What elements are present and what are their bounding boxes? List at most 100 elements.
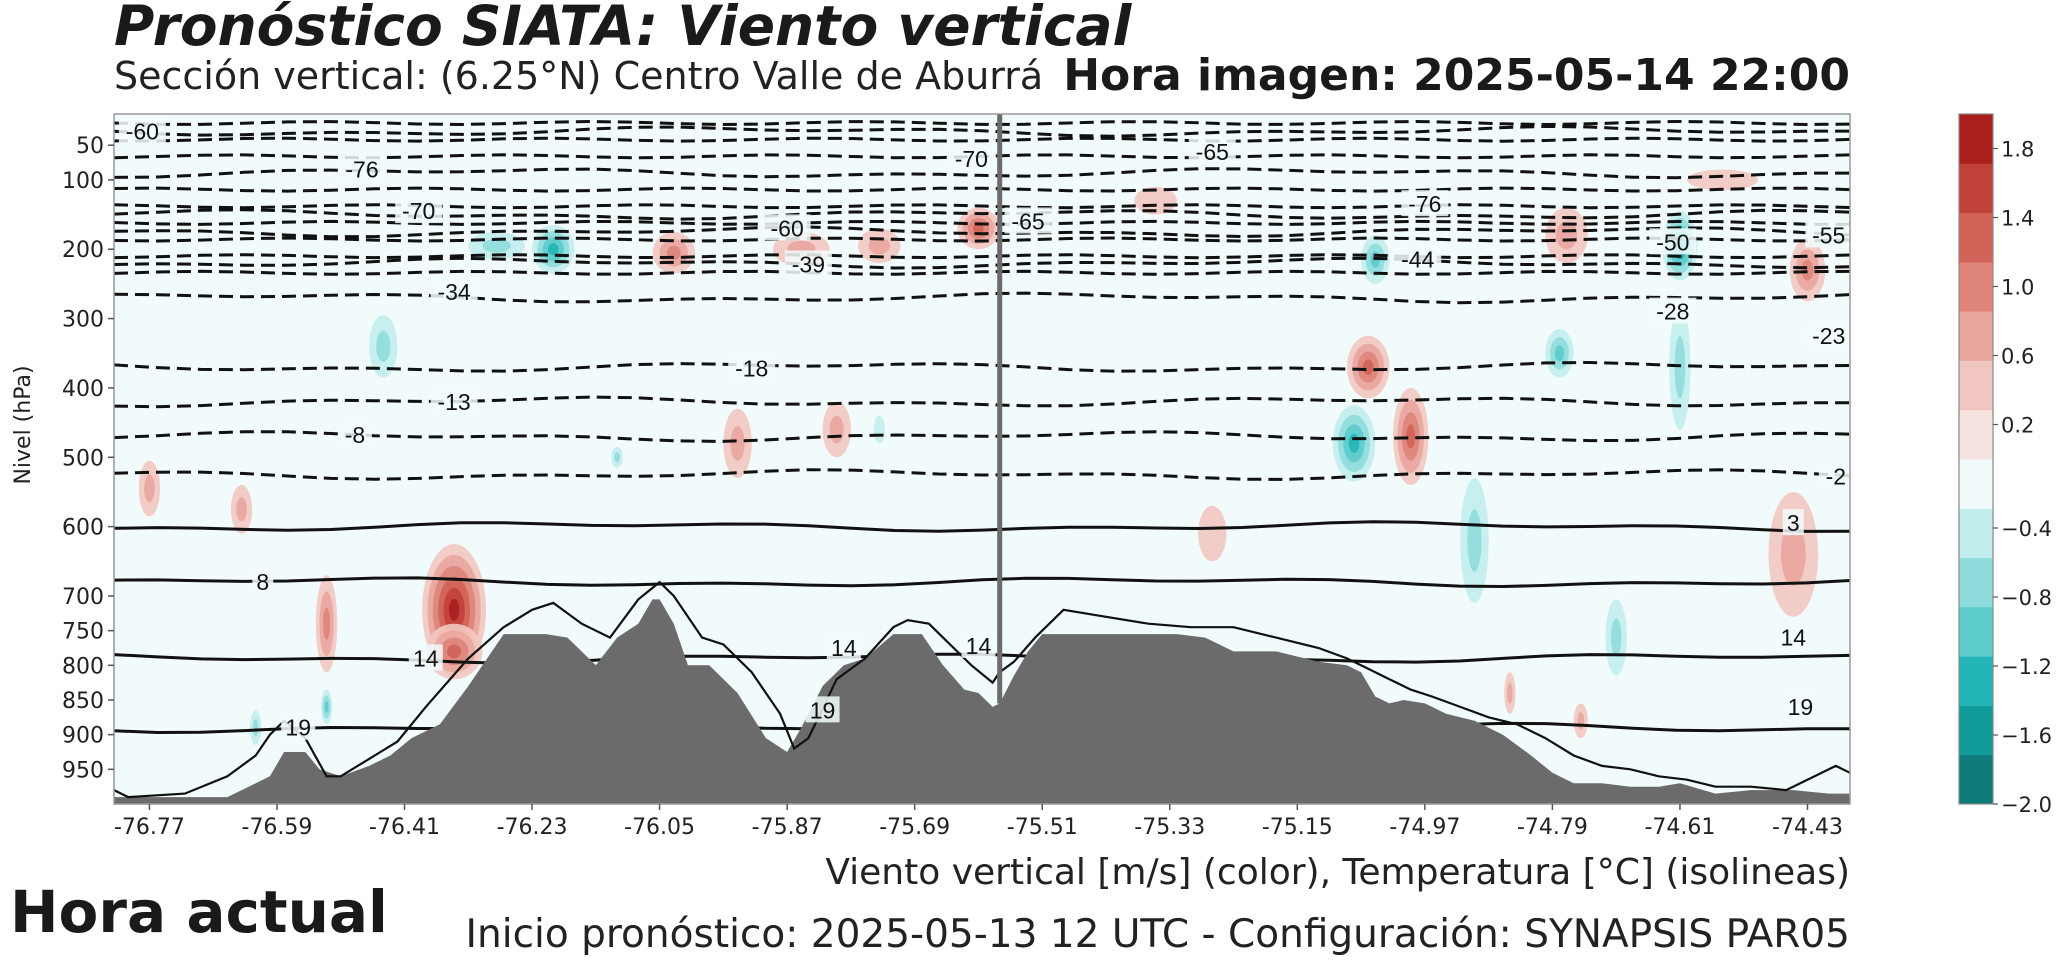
y-tick-label: 950 [62, 758, 104, 783]
isotherm-label-bg-14 [1805, 321, 1850, 348]
colorbar-segment [1959, 705, 1993, 756]
x-tick-label: -74.43 [1772, 815, 1843, 840]
isotherm-label-bg-15 [728, 354, 776, 381]
isotherm-label: -18 [735, 356, 768, 382]
colorbar-tick-label: 1.0 [2001, 276, 2034, 300]
y-tick-label: 800 [62, 654, 104, 679]
colorbar-segment [1959, 261, 1993, 312]
colorbar-tick-label: 0.6 [2001, 345, 2034, 369]
isotherm-8 [114, 576, 1850, 589]
y-axis: 50 100 200 300 400 500 600 700 750 800 850 900 950 [62, 134, 114, 783]
isotherm-upper-1 [114, 136, 1850, 143]
isotherm--60 [114, 225, 1850, 239]
isotherm--18 [114, 360, 1850, 373]
isotherm--76 [114, 167, 1850, 180]
isotherm-label-bg-12 [1394, 245, 1442, 272]
x-tick-label: -75.15 [1262, 815, 1333, 840]
chart-subtitle: Sección vertical: (6.25°N) Centro Valle … [114, 54, 1044, 98]
wind-blob-7 [548, 243, 559, 256]
wind-blob-26 [1780, 523, 1806, 586]
isotherm--2 [114, 468, 1850, 481]
wind-blob-34 [1687, 169, 1758, 191]
isotherm-label-bg-6 [1004, 207, 1052, 234]
isotherm-label-bg-21 [408, 644, 443, 671]
terrain [114, 114, 1850, 804]
chart-title: Pronóstico SIATA: Viento vertical [114, 0, 1132, 58]
colorbar-segment [1959, 606, 1993, 657]
isotherm-label-bg-26 [805, 696, 840, 723]
isotherm-label: 14 [966, 633, 992, 659]
x-tick-label: -76.77 [114, 815, 185, 840]
y-tick-label: 500 [62, 446, 104, 471]
wind-blob-9 [376, 330, 391, 362]
isotherm-label: -60 [126, 118, 159, 144]
colorbar-tick-label: −0.4 [2001, 517, 2052, 541]
colorbar-segment [1959, 212, 1993, 263]
isotherm-label-bg-11 [430, 278, 478, 305]
x-tick-label: -76.41 [369, 815, 440, 840]
x-axis: -76.77 -76.59 -76.41 -76.23 -76.05 -75.87 -75.… [114, 804, 1843, 840]
y-tick-label: 300 [62, 308, 104, 333]
isotherm-label-bg-27 [1783, 692, 1818, 719]
isotherm-label: 19 [1788, 694, 1814, 720]
isotherm-label-bg-24 [1776, 623, 1811, 650]
wind-blob-2 [323, 607, 331, 640]
isotherm-label-bg-1 [338, 155, 386, 182]
isotherm--70 [114, 208, 1850, 221]
isotherm-label: -55 [1812, 222, 1845, 248]
y-tick-label: 50 [76, 134, 104, 159]
isotherm-label: -60 [771, 215, 804, 241]
colorbar-tick-label: 0.2 [2001, 414, 2034, 438]
current-time-label: Hora actual [10, 878, 388, 946]
wind-blob-18 [1406, 424, 1416, 449]
colorbar-segment [1959, 163, 1993, 214]
wind-blob-24 [1555, 221, 1578, 250]
wind-blob-13 [973, 223, 984, 234]
colorbar-segment [1959, 557, 1993, 608]
forecast-init: Inicio pronóstico: 2025-05-13 12 UTC - C… [465, 912, 1850, 957]
colorbar-segment [1959, 409, 1993, 460]
isotherm-label: -2 [1826, 464, 1846, 490]
isotherm-label-bg-18 [1818, 462, 1850, 489]
y-tick-label: 850 [62, 689, 104, 714]
plot-frame [113, 113, 1851, 805]
isotherm-label: -23 [1812, 323, 1845, 349]
isotherm--60 [114, 124, 1850, 138]
isotherm-label-bg-0 [118, 117, 166, 144]
isotherm-label: -28 [1656, 299, 1689, 325]
colorbar-segment [1959, 114, 1993, 164]
isotherms [114, 119, 1850, 735]
x-tick-label: -74.97 [1389, 815, 1460, 840]
y-tick-label: 900 [62, 724, 104, 749]
wind-blob-27 [1467, 509, 1482, 572]
wind-blob-32 [873, 415, 885, 444]
isotherm-label: -76 [345, 156, 378, 182]
isotherm-label: -50 [1656, 229, 1689, 255]
isotherm-label-bg-13 [1649, 297, 1697, 324]
wind-blob-33 [1134, 186, 1177, 215]
wind-blob-6 [252, 719, 259, 737]
isotherm-label-bg-25 [281, 713, 316, 740]
colorbar: 1.8 1.4 1.0 0.6 0.2 −0.4 −0.8 −1.2 −1.6 −2.0 [1958, 113, 2052, 817]
colorbar-tick-label: −1.6 [2001, 724, 2052, 748]
isotherm-label-bg-5 [1188, 138, 1236, 165]
colorbar-tick-label: −0.8 [2001, 586, 2052, 610]
isotherm-upper-8 [114, 253, 1850, 260]
x-tick-label: -74.79 [1517, 815, 1588, 840]
image-time: Hora imagen: 2025-05-14 22:00 [1063, 50, 1850, 101]
isotherm-label-bg-3 [947, 145, 995, 172]
isotherm-label-bg-19 [1782, 509, 1804, 536]
isotherm-label-bg-8 [1649, 228, 1697, 255]
x-tick-label: -75.33 [1134, 815, 1205, 840]
wind-blob-4 [236, 497, 247, 522]
isotherm-label: 19 [810, 697, 836, 723]
isotherm-upper-4 [114, 186, 1850, 193]
isotherm-label-bg-23 [961, 631, 996, 658]
isotherm-label-bg-7 [1401, 190, 1449, 217]
colorbar-segment [1959, 754, 1993, 805]
x-tick-label: -75.51 [1007, 815, 1078, 840]
isotherm-label-bg-22 [826, 633, 861, 660]
colorbar-tick-label: 1.4 [2001, 207, 2034, 231]
wind-blob-3 [144, 474, 155, 503]
